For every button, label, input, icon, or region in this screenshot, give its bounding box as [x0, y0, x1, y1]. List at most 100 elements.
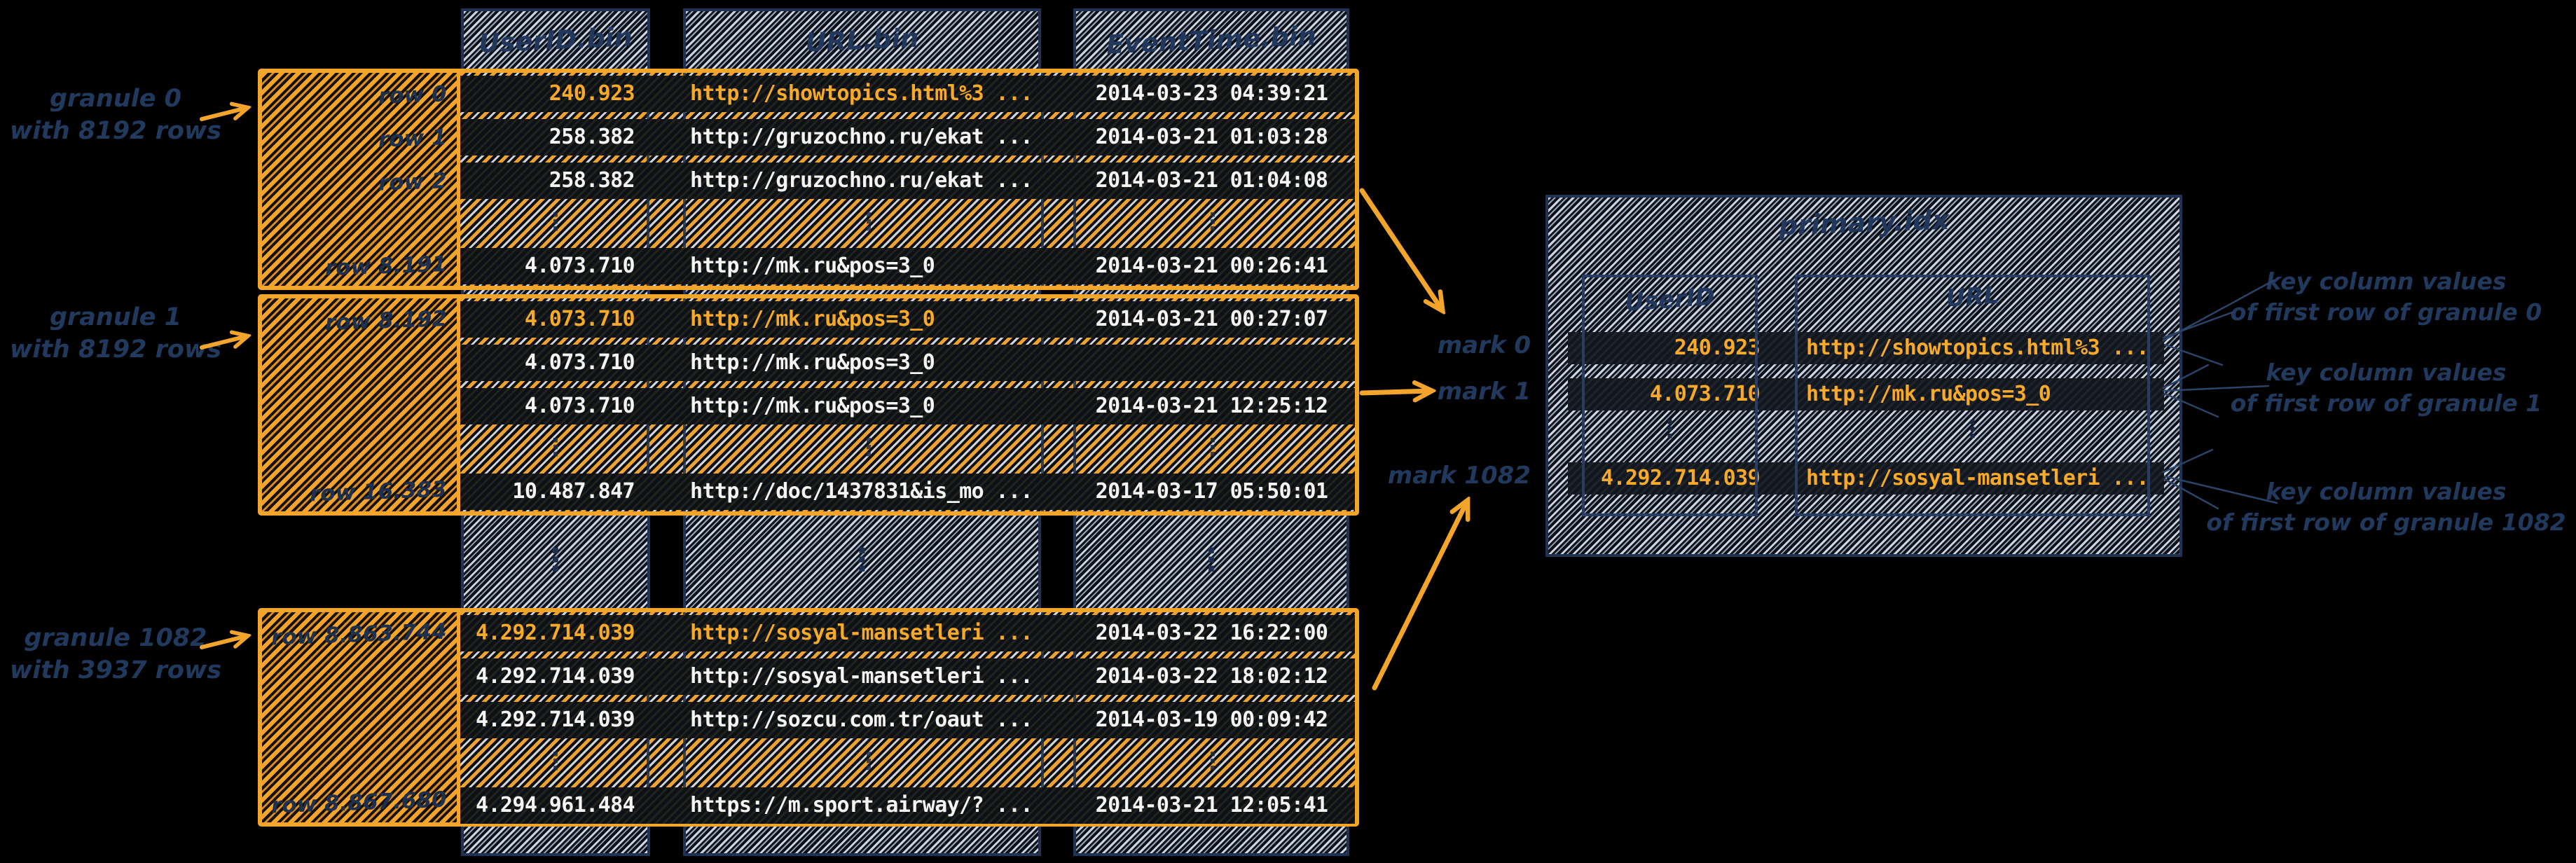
annotation-granule-1082: key column values of first row of granul…	[2205, 476, 2567, 538]
table-row: 4.294.961.484 https://m.sport.airway/? .…	[460, 787, 1355, 824]
ellipsis-dots: ⋮	[857, 434, 881, 462]
table-row: 4.073.710 http://mk.ru&pos=3_0 2014-03-2…	[460, 301, 1355, 338]
cell-eventtime: 2014-03-19 00:09:42	[1095, 707, 1328, 732]
cell-userid: 4.073.710	[524, 394, 635, 418]
ellipsis-dots: ⋮	[857, 747, 881, 775]
cell-url: http://sosyal-mansetleri ...	[1806, 466, 2149, 490]
annotation-line2: of first row of granule 1	[2230, 389, 2542, 417]
cell-url: http://mk.ru&pos=3_0	[690, 254, 935, 278]
index-row-mark-0: 240.923 http://showtopics.html%3 ...	[1568, 332, 2164, 364]
arrow-granule-0-to-mark-0	[1359, 188, 1442, 310]
row-label: row 16.383	[309, 476, 448, 507]
cell-url: http://gruzochno.ru/ekat ...	[690, 168, 1033, 193]
granule-1082-label: granule 1082 with 3937 rows	[4, 622, 227, 686]
table-row: 4.292.714.039 http://sosyal-mansetleri .…	[460, 615, 1355, 651]
cell-userid: 4.073.710	[524, 350, 635, 375]
index-row-mark-1082: 4.292.714.039 http://sosyal-mansetleri .…	[1568, 462, 2164, 495]
row-label: row 2	[378, 168, 448, 196]
row-label: row 1	[378, 125, 448, 153]
table-row: 240.923 http://showtopics.html%3 ... 201…	[460, 76, 1355, 112]
granule-1-label: granule 1 with 8192 rows	[4, 301, 227, 366]
cell-url: http://mk.ru&pos=3_0	[690, 307, 935, 331]
cell-userid: 4.073.710	[1649, 382, 1761, 406]
annotation-granule-1: key column values of first row of granul…	[2205, 357, 2567, 419]
cell-eventtime: 2014-03-21 00:26:41	[1095, 254, 1328, 278]
cell-userid: 240.923	[549, 81, 635, 106]
index-column-box-url	[1795, 275, 2150, 516]
granule-1082-rows-area: 4.292.714.039 http://sosyal-mansetleri .…	[460, 612, 1355, 824]
cell-url: https://m.sport.airway/? ...	[690, 793, 1033, 817]
granule-1-label-line2: with 8192 rows	[9, 336, 222, 364]
cell-userid: 4.292.714.039	[1601, 466, 1761, 490]
ellipsis-dots: ⋮	[1201, 434, 1225, 462]
cell-eventtime: 2014-03-21 12:05:41	[1095, 793, 1328, 817]
mark-1-label: mark 1	[1437, 378, 1531, 406]
arrow-granule-1082-to-mark-1082	[1372, 502, 1467, 691]
cell-eventtime: 2014-03-21 12:25:12	[1095, 394, 1328, 418]
granule-1-rows-area: 4.073.710 http://mk.ru&pos=3_0 2014-03-2…	[460, 298, 1355, 511]
ellipsis-dots: ⋮	[1196, 542, 1227, 578]
granule-1-left-block: row 8.192 row 16.383	[262, 298, 460, 511]
annotation-line1: key column values	[2266, 359, 2507, 386]
cell-url: http://showtopics.html%3 ...	[1806, 336, 2149, 360]
ellipsis-dots: ⋮	[544, 208, 567, 236]
ellipsis-dots: ⋮	[1960, 415, 1985, 443]
index-column-box-userid	[1582, 275, 1758, 516]
ellipsis-dots: ⋮	[544, 434, 567, 462]
granule-1-box: row 8.192 row 16.383 4.073.710 http://mk…	[258, 294, 1359, 516]
row-label: row 8.192	[324, 305, 448, 336]
cell-eventtime: 2014-03-21 01:04:08	[1095, 168, 1328, 193]
cell-userid: 240.923	[1674, 336, 1761, 360]
row-label: row 8.191	[324, 251, 448, 282]
granule-0-label-line1: granule 0	[49, 85, 182, 113]
ellipsis-dots: ⋮	[540, 542, 571, 578]
index-row-mark-1: 4.073.710 http://mk.ru&pos=3_0	[1568, 378, 2164, 410]
table-row: 4.292.714.039 http://sozcu.com.tr/oaut .…	[460, 702, 1355, 738]
annotation-line2: of first row of granule 1082	[2206, 509, 2566, 536]
cell-url: http://mk.ru&pos=3_0	[690, 394, 935, 418]
cell-url: http://doc/1437831&is_mo ...	[690, 479, 1033, 504]
table-row: 4.073.710 http://mk.ru&pos=3_0 2014-03-2…	[460, 388, 1355, 424]
annotation-line2: of first row of granule 0	[2230, 298, 2542, 326]
granule-1082-box: row 8.863.744 row 8.867.680 4.292.714.03…	[258, 608, 1359, 827]
granule-1082-label-line2: with 3937 rows	[9, 656, 222, 684]
table-row: 10.487.847 http://doc/1437831&is_mo ... …	[460, 474, 1355, 510]
cell-userid: 4.294.961.484	[476, 793, 635, 817]
annotation-granule-0: key column values of first row of granul…	[2205, 266, 2567, 328]
ellipsis-dots: ⋮	[1658, 415, 1682, 443]
row-label: row 8.867.680	[270, 787, 448, 819]
granule-0-rows-area: 240.923 http://showtopics.html%3 ... 201…	[460, 73, 1355, 286]
row-label: row 8.863.744	[270, 619, 448, 651]
cell-url: http://sosyal-mansetleri ...	[690, 621, 1033, 645]
cell-userid: 4.073.710	[524, 254, 635, 278]
column-header-eventtime-bin: EventTime.bin	[1106, 20, 1317, 60]
row-label: row 0	[378, 81, 448, 109]
granule-1082-label-line1: granule 1082	[24, 624, 207, 652]
cell-userid: 4.073.710	[524, 307, 635, 331]
column-header-url-bin: URL.bin	[804, 22, 920, 58]
cell-userid: 258.382	[549, 125, 635, 149]
cell-eventtime	[1073, 345, 1350, 381]
cell-url: http://gruzochno.ru/ekat ...	[690, 125, 1033, 149]
cell-userid: 258.382	[549, 168, 635, 193]
table-row: 258.382 http://gruzochno.ru/ekat ... 201…	[460, 163, 1355, 199]
cell-eventtime: 2014-03-23 04:39:21	[1095, 81, 1328, 106]
primary-idx-title: primary.idx	[1778, 204, 1950, 242]
granule-1082-left-block: row 8.863.744 row 8.867.680	[262, 612, 460, 822]
table-row: 4.073.710 http://mk.ru&pos=3_0	[460, 345, 1355, 381]
cell-eventtime: 2014-03-22 18:02:12	[1095, 664, 1328, 689]
cell-url: http://sozcu.com.tr/oaut ...	[690, 707, 1033, 732]
ellipsis-dots: ⋮	[1201, 208, 1225, 236]
granule-0-box: row 0 row 1 row 2 row 8.191 240.923 http…	[258, 69, 1359, 290]
primary-index-panel: primary.idx 240.923 http://showtopics.ht…	[1545, 195, 2182, 557]
mark-0-label: mark 0	[1437, 331, 1531, 359]
cell-userid: 4.292.714.039	[476, 621, 635, 645]
ellipsis-dots: ⋮	[846, 542, 878, 578]
cell-url: http://showtopics.html%3 ...	[690, 81, 1033, 106]
column-header-userid-bin: UserID.bin	[478, 22, 633, 59]
table-row: 4.292.714.039 http://sosyal-mansetleri .…	[460, 658, 1355, 695]
granule-1-label-line1: granule 1	[49, 303, 182, 331]
granule-0-label: granule 0 with 8192 rows	[4, 83, 227, 147]
cell-eventtime: 2014-03-21 00:27:07	[1095, 307, 1328, 331]
